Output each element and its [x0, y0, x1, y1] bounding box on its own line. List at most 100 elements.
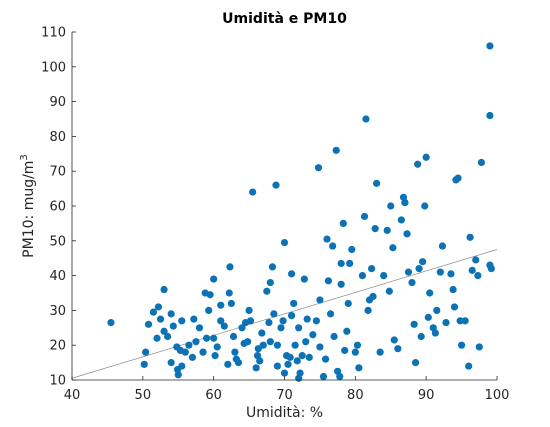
data-point: [475, 343, 483, 351]
data-point: [305, 353, 313, 361]
data-point: [321, 355, 330, 363]
data-point: [329, 242, 337, 250]
data-point: [249, 188, 257, 196]
data-point: [450, 303, 459, 311]
data-point: [486, 111, 494, 120]
data-point: [256, 357, 264, 365]
y-tick-label: 100: [41, 60, 66, 75]
x-tick-label: 70: [276, 388, 293, 403]
data-point: [397, 216, 405, 224]
x-tick-label: 80: [347, 388, 364, 403]
data-point: [346, 259, 354, 268]
data-point: [421, 202, 429, 210]
data-point: [385, 287, 393, 295]
data-point: [404, 268, 413, 276]
y-tick-label: 20: [49, 339, 66, 354]
data-point: [487, 265, 495, 273]
data-point: [296, 369, 304, 377]
data-point: [431, 329, 439, 337]
data-point: [287, 312, 296, 320]
data-point: [438, 242, 447, 250]
data-point: [220, 322, 228, 330]
data-point: [419, 258, 427, 266]
data-point: [273, 362, 282, 370]
data-point: [316, 296, 324, 304]
data-point: [259, 341, 267, 349]
data-point: [188, 353, 197, 361]
data-point: [339, 219, 347, 227]
data-point: [280, 369, 289, 377]
data-point: [154, 303, 163, 311]
data-point: [246, 317, 255, 325]
data-point: [210, 334, 218, 342]
data-point: [217, 317, 225, 325]
data-point: [205, 306, 213, 314]
y-tick-label: 110: [41, 26, 66, 41]
data-point: [192, 338, 200, 346]
data-point: [387, 202, 395, 210]
data-point: [348, 245, 356, 254]
data-point: [411, 359, 420, 367]
data-point: [167, 310, 175, 318]
y-axis-label-main: PM10: mug/m: [21, 161, 37, 258]
data-point: [403, 230, 411, 238]
data-point: [343, 327, 351, 335]
data-point: [369, 292, 377, 301]
data-point: [426, 289, 434, 297]
data-point: [231, 348, 239, 356]
data-point: [324, 277, 333, 285]
y-axis-label: PM10: mug/m3: [19, 154, 37, 258]
data-point: [316, 343, 324, 351]
plot-area: 40 50 60 70 80 90 100 10 20 30 40 50 60 70 80 90 100 110: [41, 26, 509, 404]
data-point: [319, 372, 328, 381]
data-point: [383, 226, 391, 234]
data-point: [300, 275, 308, 283]
data-point: [424, 313, 432, 321]
data-point: [355, 364, 363, 372]
data-point: [199, 348, 207, 356]
data-point: [211, 352, 219, 360]
x-tick-label: 40: [64, 388, 81, 403]
data-point: [284, 360, 292, 368]
data-point: [466, 233, 474, 241]
data-point: [447, 270, 455, 278]
data-point: [442, 318, 450, 327]
data-point: [457, 341, 466, 349]
y-tick-label: 40: [49, 269, 66, 284]
data-point: [266, 278, 274, 287]
data-point: [286, 353, 294, 361]
data-point: [229, 332, 238, 341]
data-point: [298, 352, 306, 360]
data-point: [224, 360, 232, 368]
data-point: [291, 341, 299, 349]
data-point: [330, 332, 338, 341]
y-tick-label: 80: [49, 130, 66, 145]
y-tick-label: 50: [49, 234, 66, 249]
data-point: [417, 332, 425, 341]
data-point: [149, 308, 158, 316]
data-point: [225, 289, 233, 297]
x-tick-label: 100: [485, 388, 510, 403]
data-point: [160, 327, 168, 335]
data-point: [217, 301, 225, 309]
data-point: [344, 299, 352, 308]
fit-line-group: [71, 249, 498, 379]
data-point: [226, 263, 234, 271]
data-point: [449, 285, 457, 294]
data-point: [293, 357, 301, 365]
data-point: [244, 338, 252, 346]
data-point: [265, 318, 273, 327]
data-point: [371, 225, 379, 233]
data-point: [414, 160, 422, 168]
data-point: [351, 348, 359, 356]
x-tick-label: 90: [418, 388, 435, 403]
data-point: [390, 336, 398, 344]
data-point: [456, 317, 464, 325]
data-point: [461, 317, 469, 325]
data-point: [312, 317, 320, 325]
y-axis-label-superscript: 3: [19, 154, 30, 160]
data-point: [302, 338, 310, 346]
data-point: [422, 153, 430, 161]
data-point: [474, 272, 482, 280]
